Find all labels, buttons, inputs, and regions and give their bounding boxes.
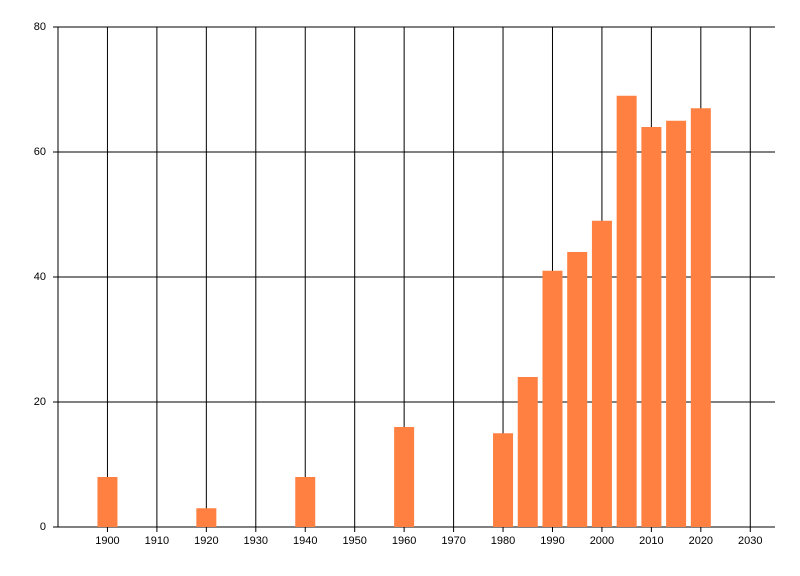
x-tick-label: 1940	[293, 535, 317, 547]
bar	[690, 108, 711, 527]
x-tick-label: 2030	[738, 535, 762, 547]
bar	[666, 120, 687, 527]
x-tick-label: 2010	[639, 535, 663, 547]
y-tick-label: 60	[34, 146, 46, 158]
x-tick-label: 2020	[689, 535, 713, 547]
bar	[97, 477, 118, 527]
x-tick-label: 1930	[244, 535, 268, 547]
x-tick-label: 1910	[145, 535, 169, 547]
y-tick-label: 80	[34, 21, 46, 33]
x-tick-label: 2000	[590, 535, 614, 547]
x-tick-label: 1970	[441, 535, 465, 547]
bar	[493, 433, 514, 527]
bar	[196, 508, 217, 527]
bar	[295, 477, 316, 527]
bar	[641, 127, 662, 527]
y-tick-label: 40	[34, 271, 46, 283]
x-tick-label: 1920	[194, 535, 218, 547]
x-tick-label: 1950	[342, 535, 366, 547]
bar	[394, 427, 415, 527]
y-tick-label: 20	[34, 396, 46, 408]
bar	[591, 220, 612, 527]
bar	[567, 252, 588, 527]
bar	[542, 270, 563, 527]
x-tick-label: 1900	[95, 535, 119, 547]
bar	[517, 377, 538, 527]
x-tick-label: 1990	[540, 535, 564, 547]
x-tick-label: 1980	[491, 535, 515, 547]
y-tick-label: 0	[40, 521, 46, 533]
x-tick-label: 1960	[392, 535, 416, 547]
bar	[616, 95, 637, 527]
